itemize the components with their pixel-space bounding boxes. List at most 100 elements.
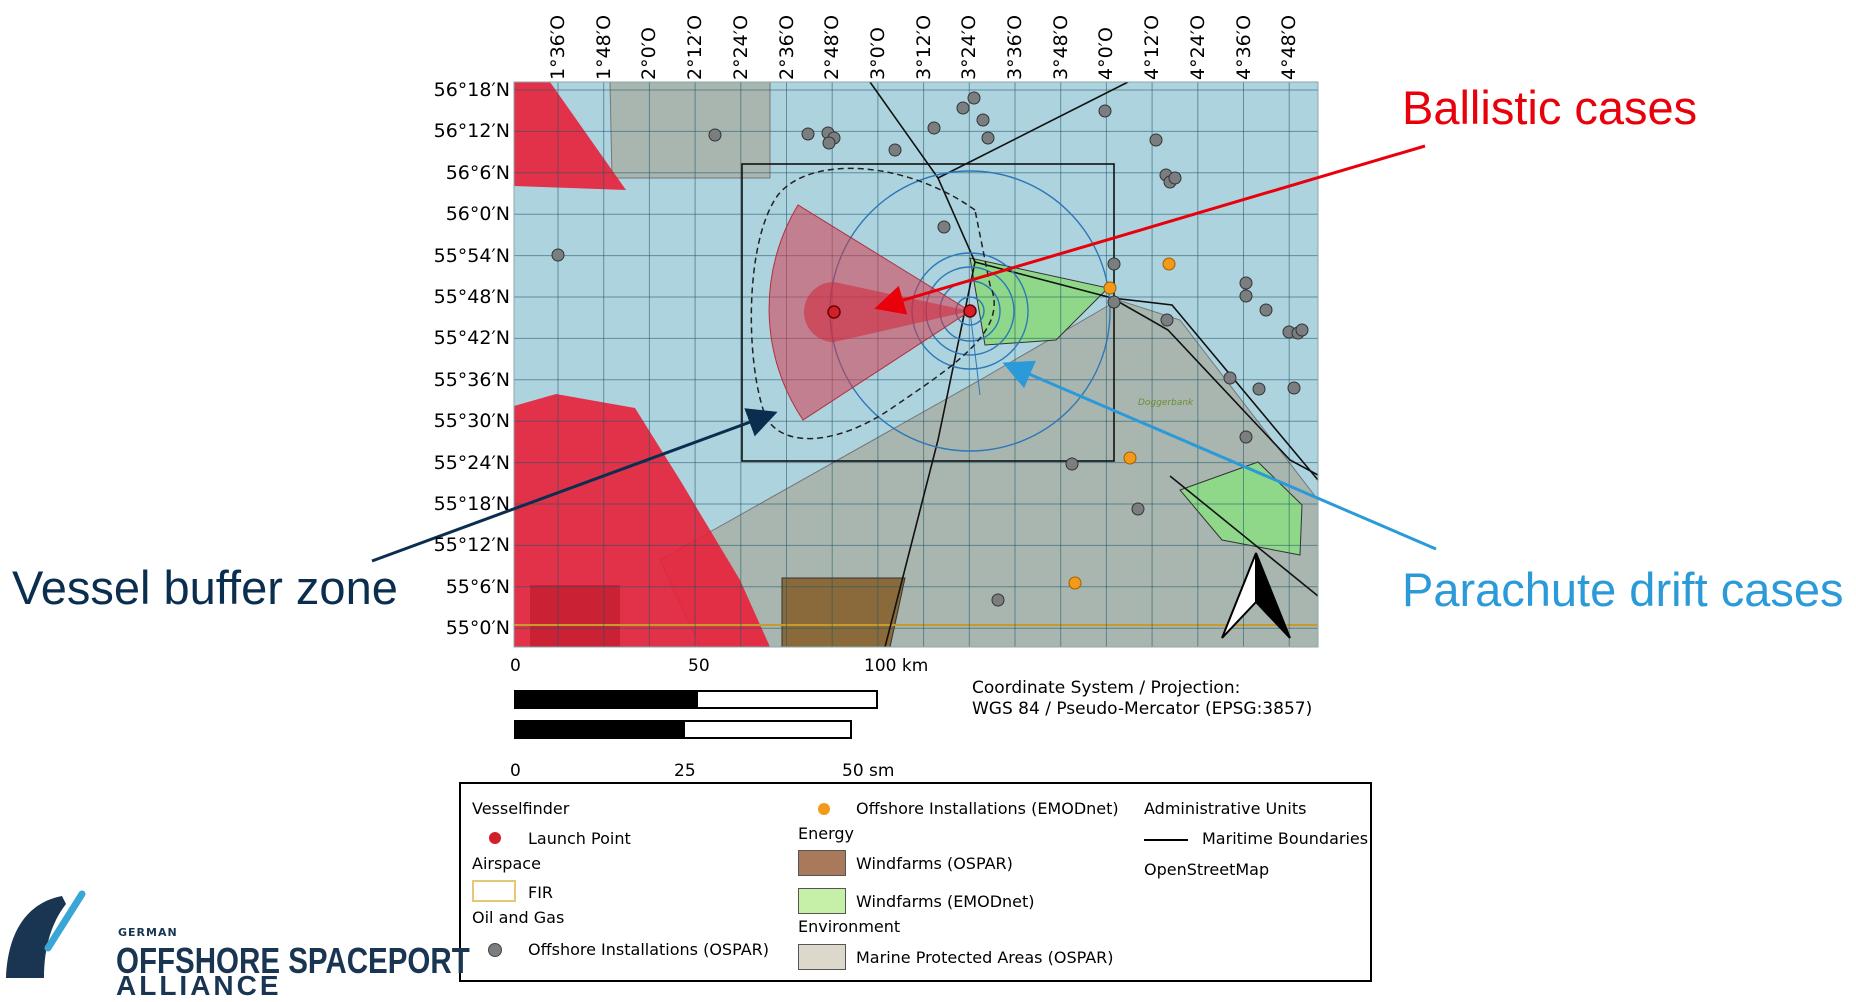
longitude-tick: 2°48′O xyxy=(821,14,844,80)
launch-point-symbol xyxy=(489,832,501,844)
scale-sm-zero: 0 xyxy=(510,761,521,781)
logo-small-text: GERMAN xyxy=(118,926,178,939)
latitude-tick: 55°6′N xyxy=(445,575,510,598)
legend-fir: FIR xyxy=(528,883,554,902)
latitude-tick: 55°30′N xyxy=(433,410,510,433)
ospar-installation xyxy=(1223,371,1237,385)
offshore-ospar-symbol xyxy=(488,943,502,957)
scale-sm-mid: 25 xyxy=(674,761,696,781)
launch-point-east xyxy=(963,304,977,318)
launch-point-west xyxy=(827,305,841,319)
legend-group-oil-gas: Oil and Gas xyxy=(472,908,565,927)
latitude-tick: 56°6′N xyxy=(445,161,510,184)
scale-km-end: 100 km xyxy=(864,656,929,676)
ospar-installation xyxy=(1107,257,1121,271)
maritime-boundary xyxy=(1111,297,1318,481)
legend-maritime-boundaries: Maritime Boundaries xyxy=(1202,829,1369,848)
longitude-tick: 4°24′O xyxy=(1186,14,1209,80)
latitude-tick: 55°24′N xyxy=(433,451,510,474)
vessel-buffer-zone xyxy=(750,167,995,440)
parachute-arrow xyxy=(1002,360,1437,551)
ospar-installation xyxy=(991,593,1005,607)
ospar-installation xyxy=(1287,381,1301,395)
offshore-emodnet-symbol xyxy=(818,803,830,815)
latitude-tick: 55°42′N xyxy=(433,327,510,350)
latitude-tick: 56°12′N xyxy=(433,120,510,143)
ballistic-arrow xyxy=(874,144,1426,315)
emodnet-installation xyxy=(1123,451,1137,465)
ospar-installation xyxy=(956,101,970,115)
north-arrow-right xyxy=(1255,552,1291,639)
longitude-tick: 3°48′O xyxy=(1049,14,1072,80)
legend-group-vesselfinder: Vesselfinder xyxy=(472,799,570,818)
ospar-installation xyxy=(1098,104,1112,118)
restricted-zone-inner xyxy=(530,585,620,647)
ospar-installation xyxy=(888,143,902,157)
mpa-north xyxy=(609,82,771,179)
longitude-tick: 2°0′O xyxy=(638,27,661,80)
emodnet-installation xyxy=(1068,576,1082,590)
ospar-installation xyxy=(967,91,981,105)
doggerbank-label: Doggerbank xyxy=(1138,398,1194,408)
parachute-radial xyxy=(969,310,981,396)
legend-group-environment: Environment xyxy=(798,917,901,936)
latitude-tick: 55°12′N xyxy=(433,534,510,557)
restricted-zone-north xyxy=(514,82,626,190)
longitude-tick: 4°48′O xyxy=(1278,14,1301,80)
legend-mpa-ospar: Marine Protected Areas (OSPAR) xyxy=(856,948,1114,967)
latitude-tick: 55°18′N xyxy=(433,493,510,515)
legend-windfarms-emodnet: Windfarms (EMODnet) xyxy=(856,892,1035,911)
legend-group-airspace: Airspace xyxy=(472,854,541,873)
offshore-spaceport-logo: GERMAN OFFSHORE SPACEPORT ALLIANCE xyxy=(0,888,470,1001)
ballistic-cases-callout: Ballistic cases xyxy=(1402,81,1698,134)
legend-offshore-ospar: Offshore Installations (OSPAR) xyxy=(528,940,769,959)
longitude-tick: 4°12′O xyxy=(1141,14,1164,80)
ospar-installation xyxy=(1239,289,1253,303)
ospar-installation xyxy=(1239,276,1253,290)
map-canvas[interactable] xyxy=(0,0,1856,978)
windfarm-emodnet-north xyxy=(969,257,1110,346)
scale-sm-end: 50 sm xyxy=(842,761,895,781)
ospar-installation xyxy=(937,220,951,234)
longitude-tick: 4°0′O xyxy=(1095,27,1118,80)
windfarms-ospar-symbol xyxy=(798,850,846,876)
latitude-tick: 55°54′N xyxy=(433,244,510,267)
latitude-tick: 55°0′N xyxy=(445,617,510,640)
maritime-boundaries-symbol xyxy=(1144,839,1188,841)
ospar-installation xyxy=(551,248,565,262)
maritime-boundary xyxy=(1169,475,1318,597)
map-layers xyxy=(514,82,1318,647)
ospar-installation xyxy=(801,127,815,141)
longitude-tick: 3°0′O xyxy=(866,27,889,80)
windfarm-ospar xyxy=(781,577,906,647)
longitude-tick: 1°48′O xyxy=(592,14,615,80)
latitude-tick: 56°18′N xyxy=(433,79,510,101)
latitude-tick: 56°0′N xyxy=(445,203,510,226)
ospar-installation xyxy=(1168,171,1182,185)
logo-third-text: ALLIANCE xyxy=(116,970,282,1001)
ospar-installation xyxy=(1149,133,1163,147)
ospar-installation xyxy=(1160,313,1174,327)
emodnet-installation xyxy=(1103,281,1117,295)
projection-title: Coordinate System / Projection: xyxy=(972,678,1241,698)
emodnet-installation xyxy=(1162,257,1176,271)
longitude-tick: 2°12′O xyxy=(684,14,707,80)
maritime-boundary xyxy=(937,82,1129,179)
legend-osm: OpenStreetMap xyxy=(1144,860,1270,879)
ospar-installation xyxy=(708,128,722,142)
map-legend: Vesselfinder Launch Point Airspace FIR O… xyxy=(459,782,1372,982)
legend-windfarms-ospar: Windfarms (OSPAR) xyxy=(856,854,1013,873)
longitude-tick: 1°36′O xyxy=(547,14,569,80)
longitude-tick: 2°36′O xyxy=(775,14,798,80)
fir-symbol xyxy=(472,880,516,902)
longitude-tick: 2°24′O xyxy=(729,14,752,80)
ospar-installation xyxy=(927,121,941,135)
ospar-installation xyxy=(1107,295,1121,309)
legend-group-admin-units: Administrative Units xyxy=(1144,799,1307,818)
longitude-tick: 4°36′O xyxy=(1232,14,1255,80)
mpa-ospar-symbol xyxy=(798,944,846,970)
ospar-installation xyxy=(1252,382,1266,396)
legend-launch-point: Launch Point xyxy=(528,829,631,848)
study-area-frame xyxy=(741,163,1115,462)
logo-big-text: OFFSHORE SPACEPORT xyxy=(116,940,470,981)
